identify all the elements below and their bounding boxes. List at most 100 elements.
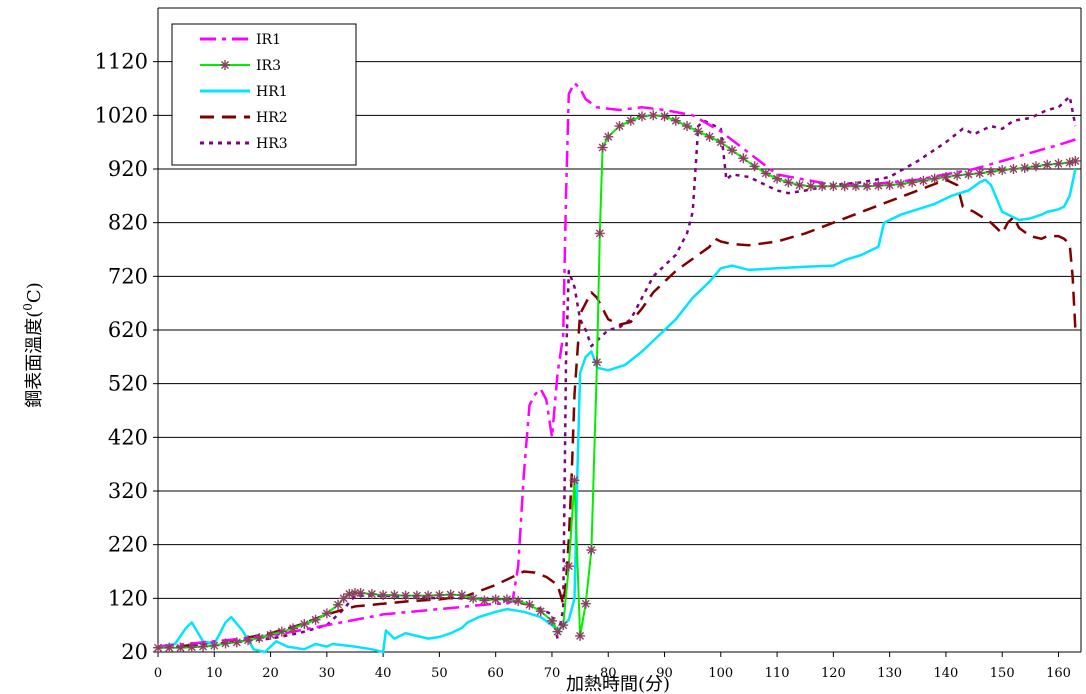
series-ir3-marker-64	[783, 177, 794, 188]
y-axis-label-superscript: 0	[21, 303, 35, 311]
series-ir3-marker-88	[1053, 158, 1064, 169]
series-ir3-marker-72	[873, 180, 884, 191]
series-ir3-marker-44	[586, 545, 597, 556]
series-ir3-marker-13	[299, 619, 310, 630]
series-ir3-marker-48	[603, 131, 614, 142]
series-ir3-marker-61	[749, 161, 760, 172]
legend-ir3-marker	[220, 60, 230, 70]
series-ir3-marker-16	[333, 599, 344, 610]
y-tick-label-1020: 1020	[95, 103, 148, 127]
series-ir3-marker-81	[974, 168, 985, 179]
legend-hr3-label: HR3	[256, 136, 288, 152]
y-tick-label-320: 320	[108, 479, 148, 503]
x-tick-label-140: 140	[934, 666, 959, 681]
series-ir3-marker-43	[580, 598, 591, 609]
y-tick-label-520: 520	[108, 372, 148, 396]
series-ir3-marker-2	[175, 642, 186, 653]
series-ir3-marker-31	[479, 595, 490, 606]
series-ir3-marker-23	[389, 590, 400, 601]
series-ir3-marker-15	[321, 608, 332, 619]
series-ir3-marker-84	[1008, 164, 1019, 174]
series-ir3-marker-70	[850, 181, 861, 192]
series-ir3-marker-30	[468, 593, 479, 604]
series-ir3-marker-45	[591, 357, 602, 368]
series-ir3-marker-76	[918, 175, 929, 186]
series-ir3-marker-40	[563, 561, 574, 572]
x-tick-label-80: 80	[600, 666, 617, 681]
series-ir3-marker-62	[760, 168, 771, 179]
x-tick-label-30: 30	[319, 666, 336, 681]
series-ir3-marker-77	[929, 173, 940, 184]
series-ir3-marker-56	[693, 126, 704, 137]
series-ir3-marker-35	[524, 599, 535, 610]
series-ir3-marker-21	[366, 589, 377, 600]
series-ir3-marker-42	[575, 630, 586, 641]
series-ir3-marker-47	[597, 142, 608, 153]
series-ir3-marker-6	[220, 638, 231, 649]
series-ir3-marker-3	[186, 642, 197, 653]
series-ir3-marker-57	[704, 131, 715, 142]
series-ir3-marker-73	[884, 180, 895, 191]
series-ir3-marker-46	[594, 228, 605, 239]
x-tick-label-70: 70	[544, 666, 561, 681]
legend-hr1-label: HR1	[256, 84, 288, 100]
series-ir3-marker-9	[254, 633, 265, 644]
series-ir3-marker-52	[648, 110, 659, 121]
series-ir3-marker-69	[839, 181, 850, 192]
series-ir3-marker-12	[288, 623, 299, 634]
y-tick-label-720: 720	[108, 264, 148, 288]
series-ir3-marker-54	[670, 115, 681, 126]
x-tick-labels: 0 10 20 30 40 50 60 70 80 90 100 110 120 130 140 150 160	[154, 666, 1071, 681]
x-tick-label-50: 50	[431, 666, 448, 681]
series-ir3-marker-1	[164, 642, 175, 653]
series-ir3-marker-58	[715, 137, 726, 148]
series-ir3-marker-29	[456, 590, 467, 601]
series-ir3-marker-0	[153, 642, 163, 653]
y-axis-label-main: 鋼表面溫度(	[24, 311, 45, 408]
series-ir3-marker-90	[1070, 155, 1081, 166]
series-ir3-marker-59	[727, 145, 738, 156]
series-ir3-marker-36	[535, 606, 546, 617]
y-axis-label: 鋼表面溫度(0C)	[21, 282, 45, 407]
x-tick-label-90: 90	[656, 666, 673, 681]
x-axis-label: 加熱時間(分)	[566, 674, 670, 694]
series-ir3-marker-37	[546, 615, 557, 626]
series-ir3-marker-17	[338, 593, 349, 604]
series-ir3-marker-68	[828, 181, 839, 192]
series-ir3-marker-4	[198, 641, 209, 652]
series-ir3-marker-71	[862, 181, 873, 192]
y-axis-label-unit: C)	[24, 282, 45, 303]
y-tick-label-220: 220	[108, 533, 148, 557]
series-ir3-marker-41	[569, 475, 580, 486]
legend-ir1-label: IR1	[256, 32, 281, 48]
x-tick-label-0: 0	[154, 666, 162, 681]
x-tick-label-150: 150	[990, 666, 1015, 681]
series-ir3-marker-80	[963, 169, 974, 180]
series-hr1-line	[157, 168, 1077, 654]
legend-ir3-label: IR3	[256, 58, 281, 74]
series-ir3-marker-38	[552, 626, 563, 637]
series-ir3-marker-79	[952, 170, 963, 181]
x-tick-label-40: 40	[375, 666, 392, 681]
series-ir3-marker-83	[997, 165, 1008, 176]
series-ir3-marker-67	[817, 181, 828, 192]
series-ir3-marker-27	[434, 590, 445, 601]
x-tick-label-10: 10	[206, 666, 223, 681]
series-ir3-marker-7	[231, 637, 242, 648]
y-tick-label-620: 620	[108, 318, 148, 342]
x-tick-label-20: 20	[262, 666, 279, 681]
series-ir3-marker-10	[265, 629, 276, 640]
series-ir3-marker-22	[378, 590, 389, 601]
axes	[153, 8, 1082, 657]
series-lines	[153, 81, 1081, 654]
series-ir3-marker-87	[1042, 159, 1053, 170]
series-ir3-marker-5	[209, 640, 220, 651]
series-ir3-marker-75	[907, 177, 918, 188]
series-ir3-marker-86	[1030, 161, 1041, 172]
series-ir3-marker-82	[985, 166, 996, 177]
series-ir3-marker-55	[682, 121, 693, 132]
series-ir3-marker-24	[400, 590, 411, 601]
y-tick-label-120: 120	[108, 586, 148, 610]
series-ir3-marker-78	[940, 172, 951, 183]
